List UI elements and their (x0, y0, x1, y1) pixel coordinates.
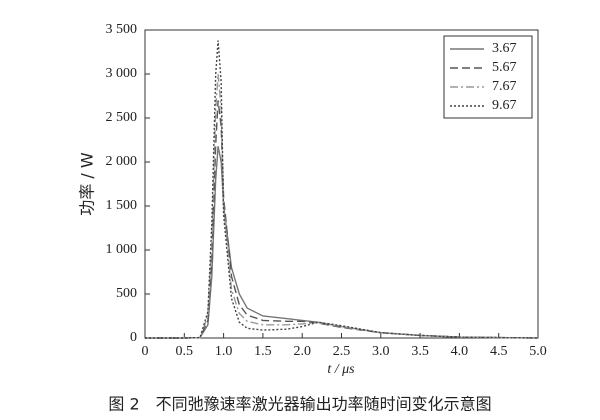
legend-label: 3.67 (492, 41, 517, 56)
x-tick-label: 5.0 (529, 344, 547, 359)
line-series (145, 100, 539, 339)
y-tick-label: 3 000 (106, 66, 138, 81)
y-tick-label: 0 (130, 330, 137, 345)
line-series (145, 146, 539, 339)
y-tick-label: 2 000 (106, 154, 138, 169)
legend-label: 9.67 (492, 98, 517, 113)
x-axis-label: t / μs (327, 362, 355, 377)
x-tick-label: 4.5 (490, 344, 508, 359)
x-tick-label: 1.5 (254, 344, 272, 359)
y-tick-label: 1 500 (106, 198, 138, 213)
legend-box (443, 35, 533, 119)
line-series (145, 40, 539, 339)
x-tick-label: 3.0 (372, 344, 390, 359)
x-tick-label: 3.5 (411, 344, 429, 359)
legend-label: 5.67 (492, 60, 517, 75)
y-tick-label: 2 500 (106, 110, 138, 125)
y-axis-label: 功率 / W (78, 152, 97, 216)
y-tick-label: 1 000 (106, 242, 138, 257)
caption: 图 2 不同弛豫速率激光器输出功率随时间变化示意图 (108, 395, 491, 414)
legend-label: 7.67 (492, 79, 517, 94)
x-tick-label: 0.5 (176, 344, 194, 359)
x-tick-label: 2.5 (333, 344, 351, 359)
y-tick-label: 500 (116, 286, 137, 301)
x-tick-label: 1.0 (215, 344, 233, 359)
y-tick-label: 3 500 (106, 22, 138, 37)
x-tick-label: 4.0 (451, 344, 469, 359)
x-tick-label: 0 (142, 344, 149, 359)
x-tick-label: 2.0 (293, 344, 311, 359)
